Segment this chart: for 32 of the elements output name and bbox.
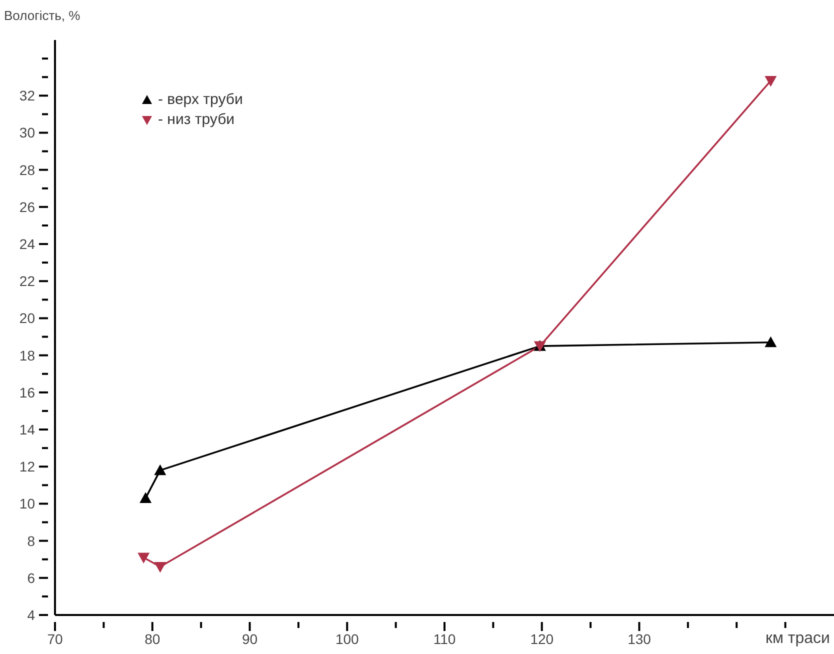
y-tick-label: 26 <box>19 198 36 215</box>
y-tick-label: 22 <box>19 273 36 290</box>
y-tick-label: 20 <box>19 310 36 326</box>
legend-label: - верх труби <box>158 90 243 110</box>
point <box>154 464 166 476</box>
y-tick-label: 12 <box>19 458 36 475</box>
x-tick-label: 90 <box>242 631 258 647</box>
y-tick-label: 30 <box>19 124 36 141</box>
y-tick-label: 28 <box>19 162 36 178</box>
point <box>140 492 152 503</box>
y-tick-label: 18 <box>19 347 36 364</box>
x-tick-label: 100 <box>335 631 360 647</box>
point <box>154 562 166 573</box>
point <box>764 336 777 348</box>
x-tick-label: 70 <box>47 631 63 647</box>
x-tick-label: 120 <box>530 631 554 647</box>
x-tick-label: 110 <box>433 631 456 647</box>
y-tick-label: 6 <box>27 570 36 586</box>
point <box>764 76 777 87</box>
y-tick-label: 4 <box>27 607 36 623</box>
point <box>138 552 150 564</box>
x-tick-label: 130 <box>628 631 652 647</box>
y-axis-title: Вологість, % <box>4 8 80 23</box>
y-tick-label: 32 <box>19 88 36 104</box>
y-tick-label: 24 <box>19 236 36 252</box>
x-tick-label: 80 <box>144 631 160 647</box>
y-tick-label: 16 <box>19 384 36 400</box>
x-axis-title: км траси <box>765 630 830 648</box>
y-tick-label: 10 <box>19 496 36 512</box>
y-tick-label: 8 <box>27 532 36 549</box>
legend-label: - низ труби <box>158 110 235 130</box>
y-tick-label: 14 <box>19 422 36 438</box>
